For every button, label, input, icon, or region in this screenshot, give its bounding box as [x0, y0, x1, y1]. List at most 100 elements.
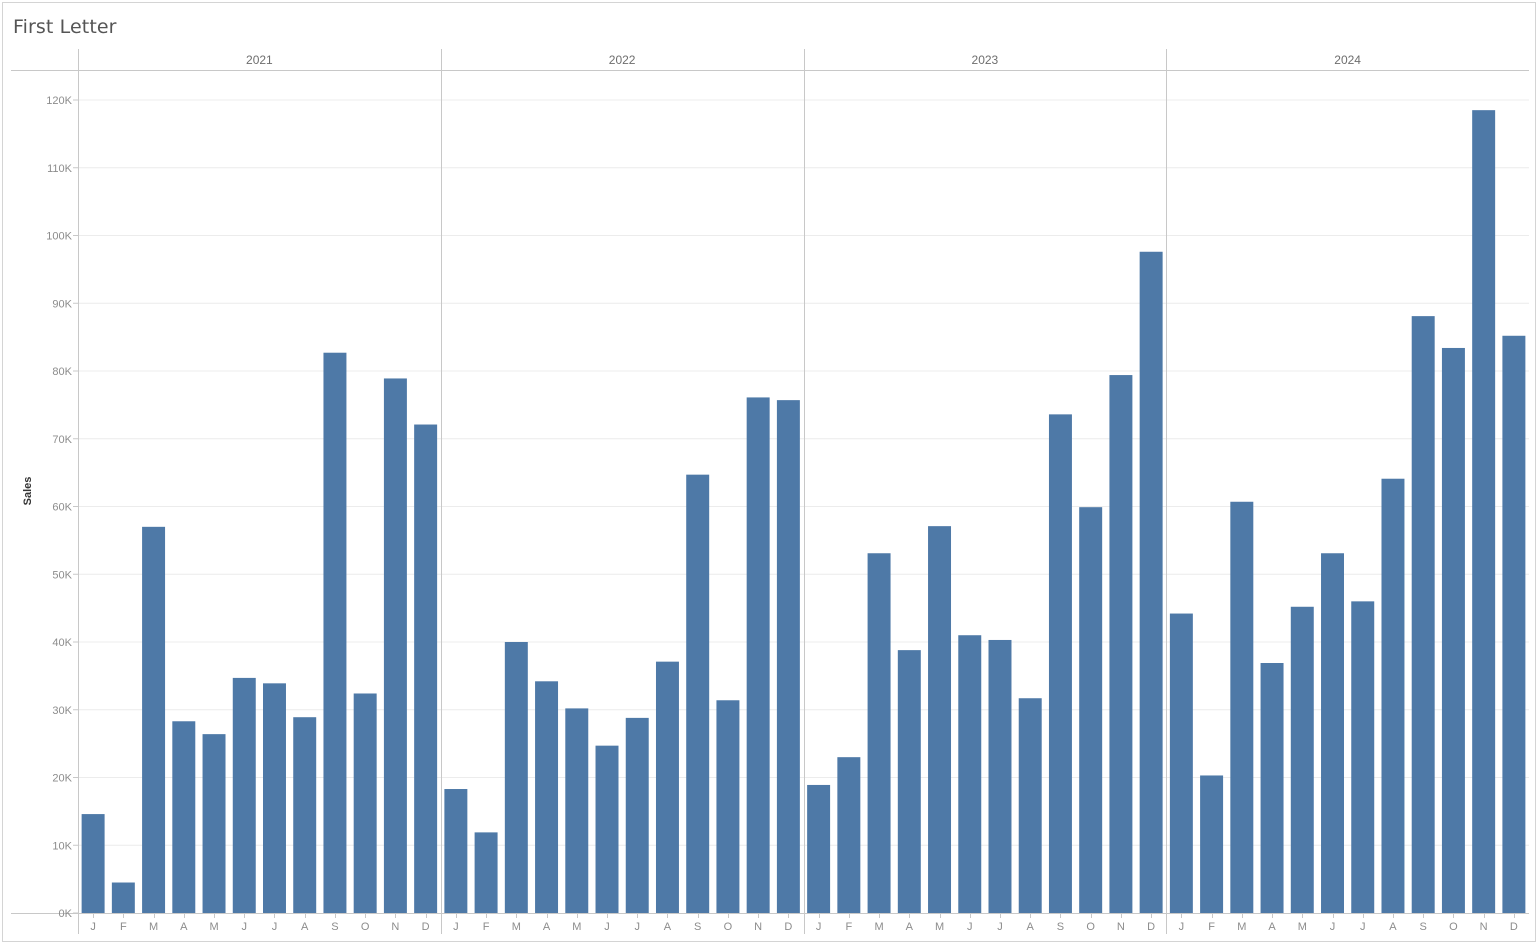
bar — [414, 424, 438, 913]
month-label: J — [997, 921, 1003, 933]
y-axis-title: Sales — [22, 477, 34, 506]
month-label: S — [1057, 921, 1064, 933]
bar — [504, 642, 528, 913]
month-label: J — [967, 921, 973, 933]
bar — [1502, 335, 1526, 913]
y-tick-label: 80K — [52, 366, 72, 378]
month-label: O — [361, 921, 370, 933]
y-tick-label: 0K — [59, 908, 73, 920]
bar — [383, 378, 407, 913]
y-tick-label: 10K — [52, 840, 72, 852]
bar — [172, 721, 196, 913]
bar — [686, 474, 710, 913]
month-label: J — [634, 921, 640, 933]
bar — [1200, 775, 1224, 913]
bar — [1411, 316, 1435, 913]
month-label: J — [1330, 921, 1336, 933]
month-label: F — [120, 921, 127, 933]
month-label: F — [1208, 921, 1215, 933]
bar — [1018, 698, 1042, 913]
y-tick-label: 110K — [47, 163, 73, 175]
month-label: F — [483, 921, 490, 933]
y-tick-label: 120K — [46, 95, 72, 107]
bar — [1381, 478, 1405, 913]
month-label: J — [453, 921, 459, 933]
month-label: M — [935, 921, 944, 933]
bar — [1290, 606, 1314, 913]
bar — [232, 677, 256, 913]
panel-dividers — [11, 49, 1529, 934]
bar — [293, 717, 317, 913]
bar — [1230, 501, 1254, 913]
gridlines — [78, 99, 1529, 846]
month-label: M — [209, 921, 218, 933]
bar — [928, 526, 952, 913]
month-label: J — [816, 921, 822, 933]
bar — [1351, 601, 1375, 913]
bar — [111, 882, 135, 913]
month-label: A — [301, 921, 309, 933]
month-label: A — [906, 921, 914, 933]
bar — [595, 745, 619, 913]
month-label: A — [180, 921, 188, 933]
chart-title: First Letter — [13, 16, 117, 38]
bar — [202, 734, 226, 913]
bar — [1079, 507, 1103, 913]
month-label: O — [1449, 921, 1458, 933]
bar — [474, 832, 498, 913]
bar — [535, 681, 559, 913]
month-label: M — [572, 921, 581, 933]
month-label: N — [1480, 921, 1488, 933]
bar — [807, 784, 831, 913]
bar — [323, 352, 347, 913]
month-label: M — [1298, 921, 1307, 933]
month-label: D — [1147, 921, 1155, 933]
bar — [142, 526, 166, 913]
bar — [353, 693, 377, 913]
bar — [1472, 110, 1496, 914]
bar — [1169, 613, 1193, 913]
bars — [81, 110, 1526, 914]
month-label: J — [604, 921, 610, 933]
month-label: A — [543, 921, 551, 933]
y-tick-label: 50K — [52, 569, 72, 581]
bar — [1441, 347, 1465, 914]
month-label: M — [1237, 921, 1246, 933]
month-label: O — [1086, 921, 1095, 933]
month-label: A — [664, 921, 672, 933]
month-label: J — [1179, 921, 1185, 933]
month-label: N — [1117, 921, 1125, 933]
month-label: A — [1027, 921, 1035, 933]
bar — [1139, 251, 1163, 913]
bar — [776, 400, 800, 913]
month-label: N — [391, 921, 399, 933]
year-header-2022: 2022 — [609, 53, 636, 67]
year-header-2024: 2024 — [1334, 53, 1361, 67]
bar — [565, 708, 589, 913]
bar — [1260, 663, 1284, 913]
bar — [655, 661, 679, 913]
month-label: D — [1510, 921, 1518, 933]
month-label: J — [272, 921, 278, 933]
bar — [625, 717, 649, 913]
month-label: M — [149, 921, 158, 933]
bar — [81, 814, 105, 913]
y-tick-label: 100K — [46, 231, 72, 243]
bar — [1321, 553, 1344, 913]
year-header-2023: 2023 — [972, 53, 999, 67]
bar — [837, 757, 861, 913]
y-tick-label: 30K — [52, 705, 72, 717]
month-label: J — [242, 921, 248, 933]
month-label: A — [1389, 921, 1397, 933]
bar — [988, 639, 1012, 913]
month-label: J — [90, 921, 96, 933]
bar — [958, 635, 982, 913]
month-label: M — [512, 921, 521, 933]
y-tick-label: 70K — [52, 434, 72, 446]
month-label: F — [845, 921, 852, 933]
month-label: N — [754, 921, 762, 933]
month-label: D — [422, 921, 430, 933]
bar — [1109, 375, 1133, 913]
bar — [867, 553, 891, 913]
